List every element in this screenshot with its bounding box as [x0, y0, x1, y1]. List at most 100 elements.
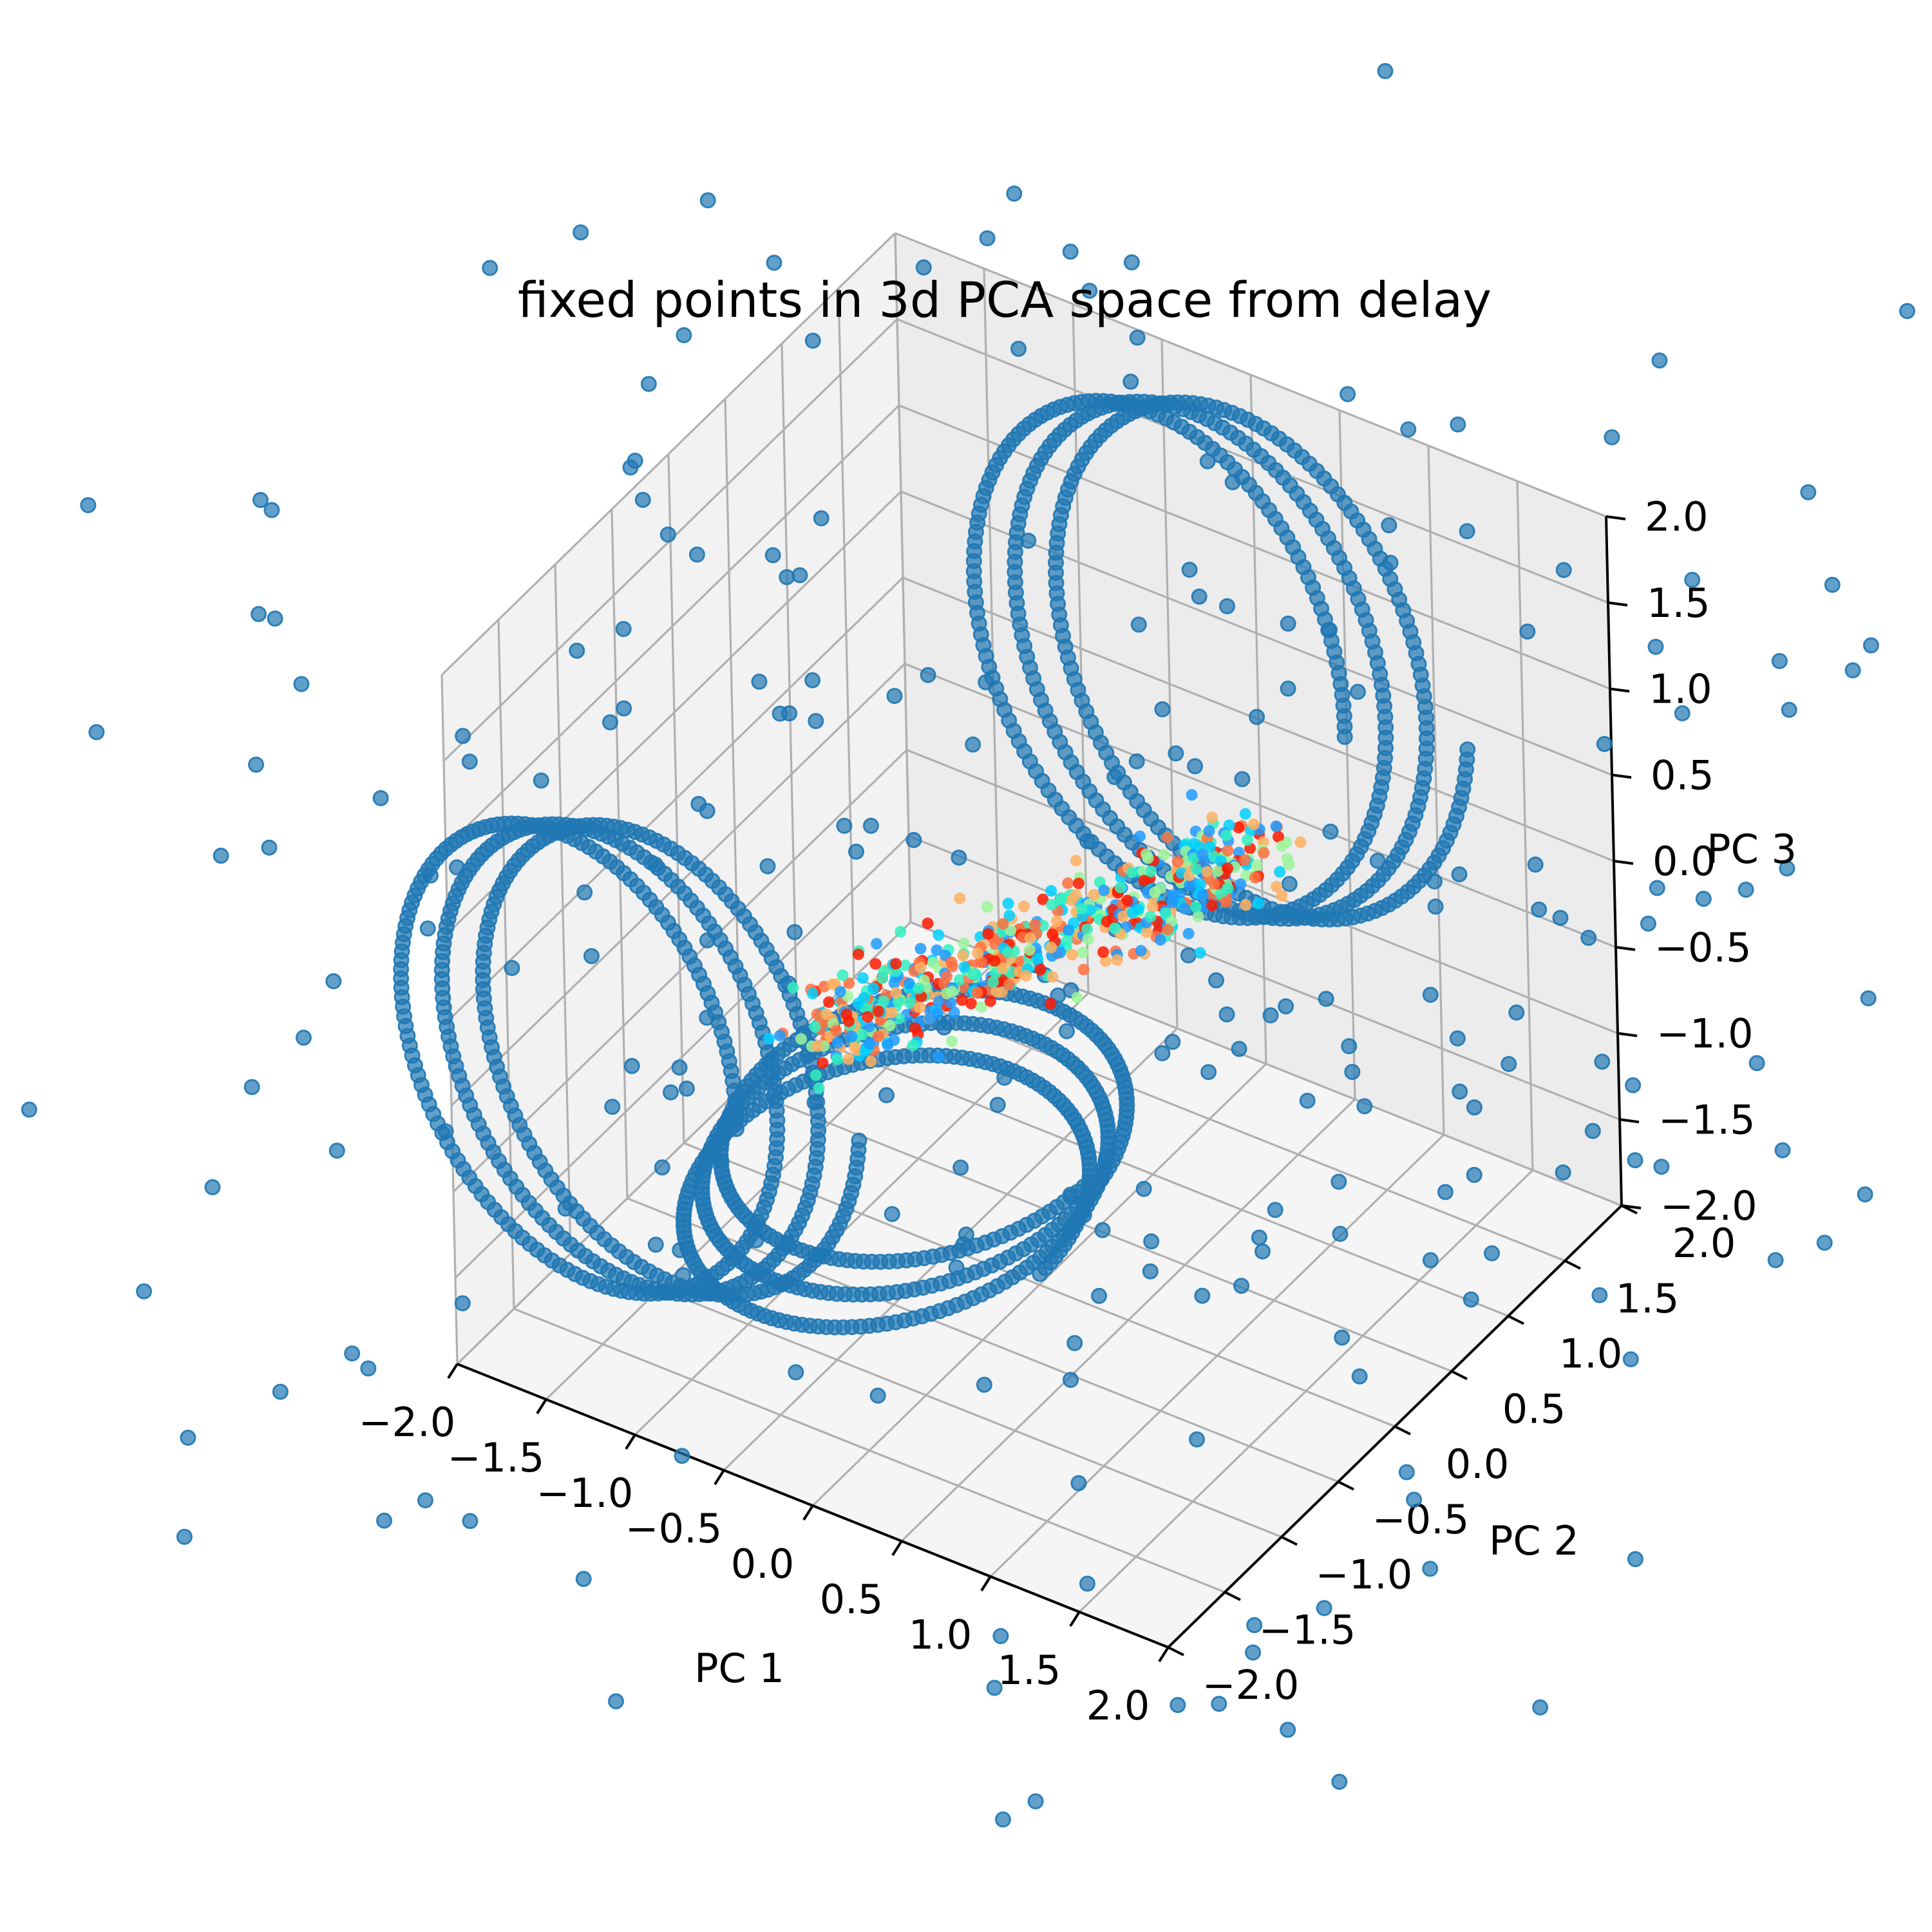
cloud-point [831, 1054, 843, 1065]
fixed-point [759, 858, 776, 875]
fixed-point [1531, 901, 1548, 918]
y-tick-label: 1.5 [1616, 1275, 1680, 1322]
fixed-point [1245, 1644, 1262, 1661]
cloud-point [1020, 970, 1032, 982]
fixed-point [804, 332, 821, 349]
cloud-point [1037, 893, 1049, 905]
fixed-point [576, 884, 593, 901]
cloud-point [1186, 789, 1198, 801]
y-tick [1451, 1370, 1468, 1381]
cloud-point [858, 992, 870, 1004]
fixed-point [1331, 1173, 1347, 1190]
fixed-point [296, 1029, 312, 1046]
cloud-point [892, 996, 904, 1008]
fixed-point [920, 667, 936, 683]
cloud-point [914, 1001, 926, 1014]
x-axis-label: PC 1 [694, 1645, 784, 1692]
fixed-point [1224, 474, 1241, 491]
fixed-point [1591, 1287, 1608, 1303]
grid-line [448, 576, 904, 1021]
fixed-point [1844, 662, 1861, 679]
fixed-point [1334, 1329, 1350, 1346]
cloud-point [813, 1082, 825, 1094]
fixed-point [1211, 1696, 1227, 1712]
fixed-point [1824, 576, 1841, 593]
cloud-point [981, 901, 993, 913]
cloud-point [1121, 895, 1133, 907]
cloud-point [1003, 979, 1015, 991]
cloud-point [914, 961, 927, 974]
cloud-point [1054, 947, 1066, 959]
y-tick-label: 0.5 [1502, 1385, 1566, 1432]
fixed-point [462, 1513, 478, 1530]
fixed-point [1649, 880, 1665, 896]
fixed-point [1459, 523, 1475, 540]
fixed-point [1519, 623, 1536, 640]
fixed-point [915, 259, 932, 276]
x-tick [1069, 1611, 1081, 1627]
cloud-point [846, 1030, 858, 1043]
fixed-point [1344, 1064, 1361, 1080]
cloud-point [1276, 889, 1288, 902]
cloud-point [909, 1022, 921, 1034]
fixed-point [1674, 705, 1690, 722]
cloud-point [864, 1037, 876, 1050]
fixed-point [1604, 429, 1620, 446]
fixed-point [654, 1159, 670, 1176]
cloud-point [1018, 900, 1030, 913]
fixed-point [213, 848, 229, 864]
cloud-point [763, 1032, 775, 1045]
cloud-point [1024, 932, 1036, 944]
fixed-point [1322, 823, 1339, 840]
y-tick-label: −1.0 [1316, 1551, 1413, 1598]
cloud-point [826, 978, 838, 990]
y-tick [1224, 1591, 1241, 1602]
fixed-point [1738, 882, 1754, 898]
fixed-point [1427, 898, 1444, 915]
fixed-point [1267, 1202, 1283, 1218]
cloud-point [914, 943, 927, 955]
cloud-point [1062, 877, 1074, 889]
cloud-point [954, 892, 966, 904]
cloud-point [1117, 911, 1130, 922]
cloud-point [956, 994, 968, 1006]
cloud-point [996, 962, 1009, 974]
fixed-point [1050, 987, 1066, 1004]
fixed-point [675, 1267, 692, 1283]
fixed-point [1350, 683, 1366, 700]
fixed-point [180, 1430, 196, 1446]
cloud-point [1240, 869, 1252, 882]
x-tick [802, 1504, 814, 1521]
cloud-point [1247, 819, 1260, 830]
cloud-point [997, 918, 1009, 930]
cloud-point [971, 947, 983, 960]
fixed-point [1094, 1222, 1111, 1238]
cloud-point [913, 982, 925, 994]
y-tick [1394, 1425, 1411, 1435]
fixed-point [1899, 303, 1915, 319]
z-tick [1619, 1118, 1640, 1124]
fixed-point [261, 839, 278, 856]
cloud-point [1166, 896, 1179, 909]
x-tick [536, 1398, 547, 1415]
fixed-point [1422, 1252, 1439, 1269]
cloud-point [1273, 831, 1284, 843]
fixed-point [608, 1693, 624, 1710]
cloud-point [989, 955, 1001, 967]
fixed-point [1079, 1575, 1095, 1592]
fixed-point [533, 772, 549, 789]
fixed-point [836, 817, 853, 834]
fixed-point [1484, 1245, 1500, 1262]
cloud-point [852, 948, 864, 960]
y-tick-label: 2.0 [1672, 1220, 1736, 1267]
fixed-point [328, 1142, 345, 1159]
fixed-point [419, 920, 436, 937]
cloud-point [1088, 889, 1100, 901]
fixed-point [252, 491, 269, 508]
cloud-point [1135, 945, 1147, 957]
cloud-point [941, 971, 953, 983]
cloud-point [990, 985, 1003, 998]
fixed-point [1369, 853, 1386, 869]
cloud-point [933, 1051, 945, 1063]
fixed-point [1208, 972, 1224, 989]
